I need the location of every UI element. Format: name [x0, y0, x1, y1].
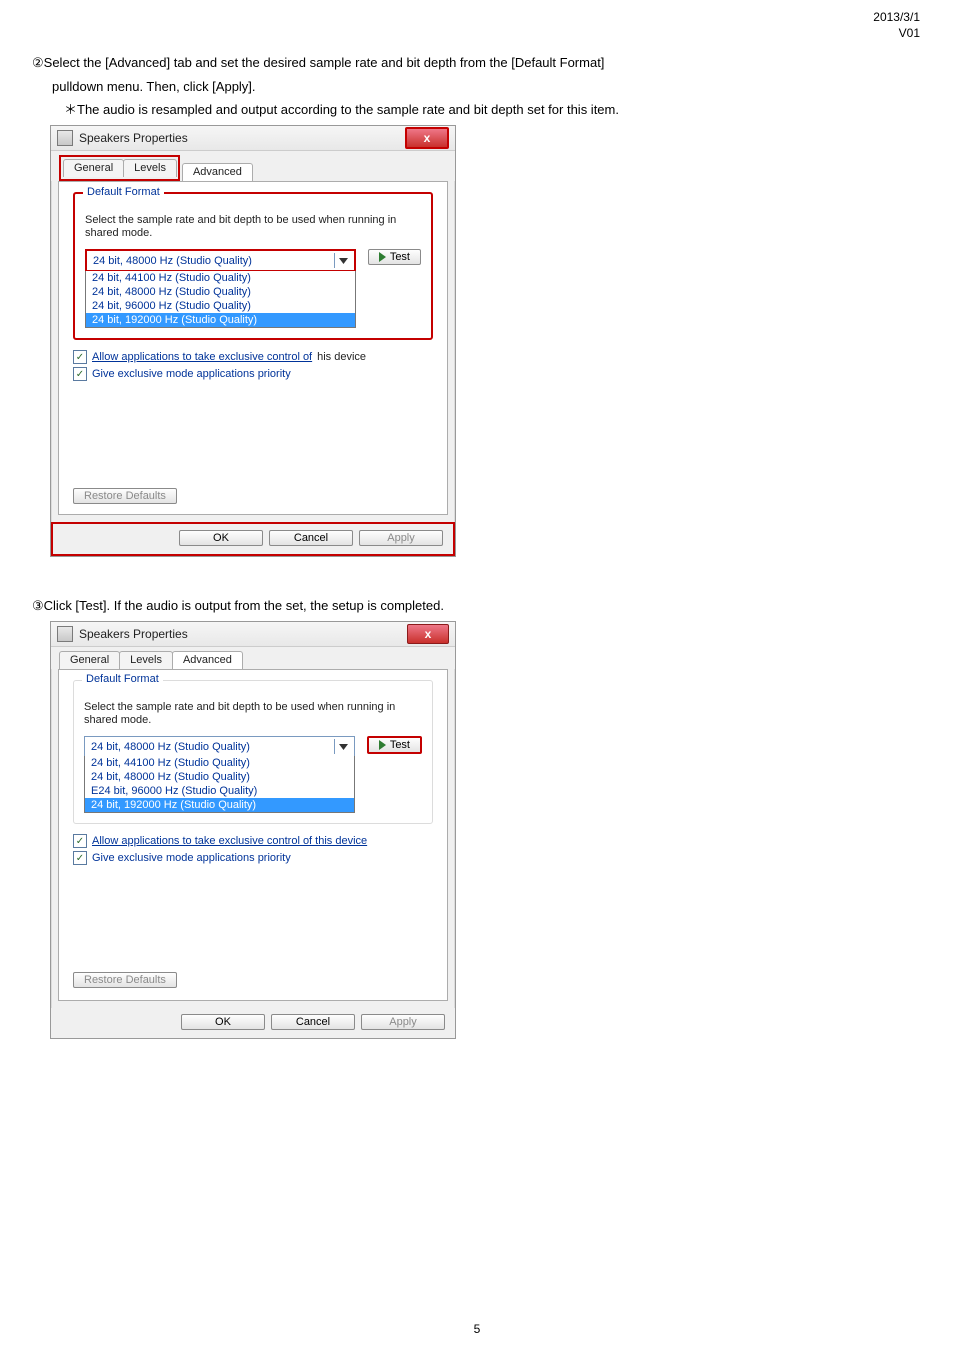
option-96000-2[interactable]: E24 bit, 96000 Hz (Studio Quality) [85, 784, 354, 798]
apply-button[interactable]: Apply [359, 530, 443, 546]
cancel-button-2[interactable]: Cancel [271, 1014, 355, 1030]
dialog-title-2: Speakers Properties [79, 627, 188, 641]
allow-exclusive-row[interactable]: ✓ Allow applications to take exclusive c… [73, 350, 433, 364]
speakers-properties-dialog-2: Speakers Properties x General Levels Adv… [50, 621, 456, 1039]
cancel-button[interactable]: Cancel [269, 530, 353, 546]
give-priority-checkbox-2[interactable]: ✓ [73, 851, 87, 865]
option-192000-2[interactable]: 24 bit, 192000 Hz (Studio Quality) [85, 798, 354, 812]
default-format-group-2: Default Format Select the sample rate an… [73, 680, 433, 825]
allow-exclusive-label-a: Allow applications to take exclusive con… [92, 351, 312, 363]
step3-line1: ③Click [Test]. If the audio is output fr… [32, 597, 922, 615]
test-label: Test [390, 251, 410, 263]
tabstrip: General Levels Advanced [51, 151, 455, 181]
cancel-label: Cancel [294, 532, 328, 544]
cancel-label-2: Cancel [296, 1016, 330, 1028]
restore-defaults-label: Restore Defaults [84, 490, 166, 502]
tab-content: Default Format Select the sample rate an… [58, 181, 448, 516]
doc-date: 2013/3/1 [873, 10, 920, 26]
page-number: 5 [0, 1322, 954, 1336]
restore-defaults-button-2[interactable]: Restore Defaults [73, 972, 177, 988]
step2-line3: ＊The audio is resampled and output accor… [64, 101, 922, 119]
sample-rate-combo[interactable]: 24 bit, 48000 Hz (Studio Quality) [85, 249, 356, 272]
ok-label: OK [213, 532, 229, 544]
give-priority-label-2: Give exclusive mode applications priorit… [92, 852, 291, 864]
app-icon [57, 130, 73, 146]
test-button-2[interactable]: Test [367, 736, 422, 754]
tab-general[interactable]: General [63, 159, 124, 177]
doc-version: V01 [873, 26, 920, 42]
give-priority-label: Give exclusive mode applications priorit… [92, 368, 291, 380]
default-format-text: Select the sample rate and bit depth to … [85, 214, 421, 242]
allow-exclusive-checkbox-2[interactable]: ✓ [73, 834, 87, 848]
combo-selected-value: 24 bit, 48000 Hz (Studio Quality) [93, 255, 252, 267]
sample-rate-combo-2[interactable]: 24 bit, 48000 Hz (Studio Quality) [84, 736, 355, 757]
step2-line2: pulldown menu. Then, click [Apply]. [52, 78, 922, 96]
chevron-down-icon-2[interactable] [334, 739, 352, 754]
default-format-label: Default Format [83, 186, 164, 198]
apply-label-2: Apply [389, 1016, 417, 1028]
default-format-group: Default Format Select the sample rate an… [73, 192, 433, 341]
dialog-title: Speakers Properties [79, 131, 188, 145]
apply-button-2[interactable]: Apply [361, 1014, 445, 1030]
tabs-highlight: General Levels [59, 155, 180, 181]
play-icon [379, 252, 386, 262]
tab-advanced[interactable]: Advanced [182, 163, 253, 181]
close-button[interactable]: x [405, 127, 449, 149]
step2-line1: ②Select the [Advanced] tab and set the d… [32, 54, 922, 72]
option-48000[interactable]: 24 bit, 48000 Hz (Studio Quality) [86, 285, 355, 299]
tab-content-2: Default Format Select the sample rate an… [58, 669, 448, 1001]
give-priority-row-2[interactable]: ✓ Give exclusive mode applications prior… [73, 851, 433, 865]
tab-advanced-2[interactable]: Advanced [172, 651, 243, 669]
ok-button[interactable]: OK [179, 530, 263, 546]
ok-label-2: OK [215, 1016, 231, 1028]
titlebar-2: Speakers Properties x [51, 622, 455, 647]
chevron-down-icon[interactable] [334, 253, 352, 268]
default-format-text-2: Select the sample rate and bit depth to … [84, 701, 422, 729]
dialog-buttonbar-2: OK Cancel Apply [51, 1008, 455, 1038]
tabstrip-2: General Levels Advanced [51, 647, 455, 669]
restore-defaults-label-2: Restore Defaults [84, 974, 166, 986]
option-48000-2[interactable]: 24 bit, 48000 Hz (Studio Quality) [85, 770, 354, 784]
ok-button-2[interactable]: OK [181, 1014, 265, 1030]
option-192000[interactable]: 24 bit, 192000 Hz (Studio Quality) [86, 313, 355, 327]
default-format-label-2: Default Format [82, 673, 163, 685]
dialog-buttonbar: OK Cancel Apply [51, 522, 455, 556]
allow-exclusive-checkbox[interactable]: ✓ [73, 350, 87, 364]
app-icon [57, 626, 73, 642]
close-button-2[interactable]: x [407, 624, 449, 644]
test-button[interactable]: Test [368, 249, 421, 265]
option-44100-2[interactable]: 24 bit, 44100 Hz (Studio Quality) [85, 756, 354, 770]
allow-exclusive-label-tail: his device [317, 351, 366, 363]
tab-levels[interactable]: Levels [123, 159, 177, 177]
restore-defaults-button[interactable]: Restore Defaults [73, 488, 177, 504]
apply-label: Apply [387, 532, 415, 544]
sample-rate-dropdown: 24 bit, 44100 Hz (Studio Quality) 24 bit… [85, 271, 356, 328]
allow-exclusive-row-2[interactable]: ✓ Allow applications to take exclusive c… [73, 834, 433, 848]
allow-exclusive-label-2: Allow applications to take exclusive con… [92, 835, 367, 847]
option-96000[interactable]: 24 bit, 96000 Hz (Studio Quality) [86, 299, 355, 313]
give-priority-checkbox[interactable]: ✓ [73, 367, 87, 381]
sample-rate-dropdown-2: 24 bit, 44100 Hz (Studio Quality) 24 bit… [84, 756, 355, 813]
tab-general-2[interactable]: General [59, 651, 120, 669]
option-96000-text: 24 bit, 96000 Hz (Studio Quality) [98, 785, 257, 797]
option-44100[interactable]: 24 bit, 44100 Hz (Studio Quality) [86, 271, 355, 285]
titlebar: Speakers Properties x [51, 126, 455, 151]
combo-selected-value-2: 24 bit, 48000 Hz (Studio Quality) [91, 741, 250, 753]
play-icon-2 [379, 740, 386, 750]
speakers-properties-dialog-1: Speakers Properties x General Levels Adv… [50, 125, 456, 558]
test-label-2: Test [390, 739, 410, 751]
give-priority-row[interactable]: ✓ Give exclusive mode applications prior… [73, 367, 433, 381]
tab-levels-2[interactable]: Levels [119, 651, 173, 669]
